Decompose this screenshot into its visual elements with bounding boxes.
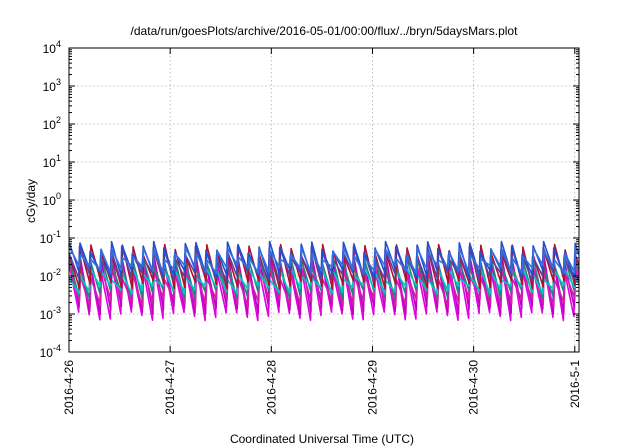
y-tick-label: 103 (43, 77, 61, 94)
x-tick-label: 2016-4-28 (264, 360, 278, 415)
x-tick-label: 2016-4-27 (163, 360, 177, 415)
y-tick-label: 10-3 (40, 305, 61, 322)
y-axis: 10-4 10-3 10-2 10-1 100 101 102 103 104 (40, 39, 579, 360)
x-tick-label: 2016-5-1 (568, 360, 582, 408)
y-tick-label: 104 (43, 39, 61, 56)
x-axis-label: Coordinated Universal Time (UTC) (230, 432, 414, 446)
y-tick-label: 10-4 (40, 343, 61, 360)
series-group (68, 240, 580, 322)
y-tick-label: 10-2 (40, 267, 61, 284)
y-tick-label: 102 (43, 115, 61, 132)
y-axis-label: cGy/day (24, 179, 38, 223)
chart-title: /data/run/goesPlots/archive/2016-05-01/0… (131, 24, 519, 38)
x-tick-label: 2016-4-26 (62, 360, 76, 415)
data-series-line (68, 267, 580, 295)
x-axis: 2016-4-26 2016-4-27 2016-4-28 2016-4-29 2016… (62, 48, 582, 415)
y-tick-label: 100 (43, 191, 61, 208)
y-tick-label: 101 (43, 153, 61, 170)
x-tick-label: 2016-4-29 (365, 360, 379, 415)
grid (69, 48, 579, 352)
x-tick-label: 2016-4-30 (467, 360, 481, 415)
y-tick-label: 10-1 (40, 229, 61, 246)
data-series-line (69, 247, 579, 275)
